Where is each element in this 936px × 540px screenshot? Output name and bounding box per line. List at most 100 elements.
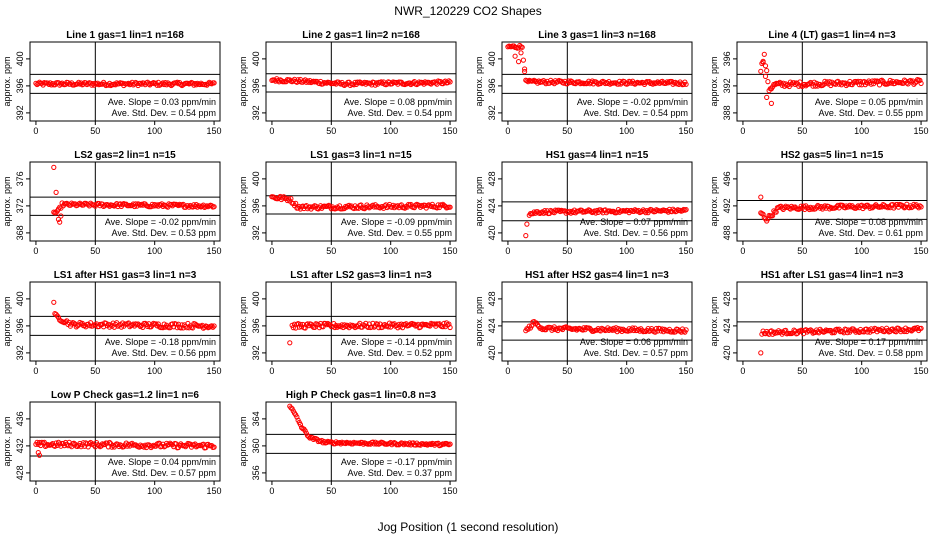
data-point — [58, 213, 64, 219]
panel-title: High P Check gas=1 lin=0.8 n=3 — [286, 390, 437, 401]
x-tick-label: 0 — [740, 246, 745, 256]
panel-12: HS1 after LS1 gas=4 lin=1 n=3 0 50 100 150 42… — [709, 270, 929, 376]
plot-frame — [29, 401, 221, 482]
data-point — [86, 440, 93, 447]
data-points — [269, 193, 453, 212]
data-points — [269, 76, 453, 89]
data-points — [758, 194, 924, 224]
data-point — [831, 330, 838, 336]
data-point — [105, 202, 112, 208]
x-tick-label: 0 — [269, 486, 274, 496]
slope-annotation: Ave. Slope = 0.06 ppm/min — [580, 337, 688, 347]
data-point — [272, 78, 279, 84]
data-point — [434, 205, 440, 211]
x-tick-label: 50 — [562, 126, 572, 136]
data-point — [351, 323, 357, 329]
x-tick-label: 50 — [90, 366, 100, 376]
x-tick-label: 150 — [443, 486, 458, 496]
data-point — [422, 79, 428, 85]
data-point — [35, 80, 41, 87]
data-point — [531, 209, 537, 215]
data-point — [324, 322, 330, 328]
data-point — [422, 202, 428, 208]
data-point — [154, 82, 160, 88]
y-tick-label: 492 — [722, 198, 732, 213]
data-point — [120, 202, 126, 208]
y-tick-label: 428 — [15, 465, 25, 480]
data-point — [516, 59, 522, 65]
data-point — [522, 66, 528, 72]
slope-annotation: Ave. Slope = -0.18 ppm/min — [105, 337, 216, 347]
data-point — [766, 331, 772, 337]
x-tick-label: 50 — [797, 126, 807, 136]
y-tick-label: 436 — [15, 411, 25, 426]
x-tick-label: 150 — [443, 366, 458, 376]
data-point — [296, 324, 302, 330]
data-point — [584, 208, 591, 214]
data-point — [887, 77, 893, 84]
y-axis-label: approx. ppm — [709, 296, 719, 346]
data-point — [855, 78, 861, 85]
data-point — [363, 204, 369, 211]
slope-annotation: Ave. Slope = 0.08 ppm/min — [815, 217, 923, 227]
y-tick-label: 420 — [722, 345, 732, 360]
stddev-annotation: Ave. Std. Dev. = 0.56 ppm — [584, 228, 688, 238]
data-point — [817, 81, 823, 88]
data-point — [48, 82, 55, 88]
stddev-annotation: Ave. Std. Dev. = 0.54 ppm — [348, 108, 452, 118]
data-point — [67, 81, 74, 87]
slope-annotation: Ave. Slope = 0.07 ppm/min — [580, 217, 688, 227]
x-tick-label: 50 — [326, 126, 336, 136]
y-axis-label: approx. ppm — [2, 176, 12, 226]
data-point — [653, 80, 660, 86]
y-tick-label: 396 — [15, 78, 25, 93]
y-tick-label: 428 — [722, 291, 732, 306]
data-point — [863, 326, 870, 332]
data-points — [33, 439, 217, 458]
data-point — [844, 330, 851, 336]
plot-frame — [265, 41, 457, 122]
x-tick-label: 150 — [679, 366, 694, 376]
data-point — [142, 320, 148, 326]
x-tick-label: 100 — [619, 126, 634, 136]
data-point — [397, 324, 403, 330]
data-point — [411, 205, 417, 211]
data-point — [321, 438, 327, 445]
data-point — [137, 323, 143, 330]
data-point — [606, 327, 612, 333]
panel-title: HS1 gas=4 lin=1 n=15 — [546, 150, 649, 161]
data-point — [894, 201, 900, 208]
data-point — [912, 80, 918, 86]
y-tick-label: 396 — [251, 318, 261, 333]
data-point — [139, 81, 145, 87]
slope-annotation: Ave. Slope = -0.17 ppm/min — [341, 457, 452, 467]
x-tick-label: 150 — [914, 366, 929, 376]
data-point — [77, 81, 83, 87]
data-point — [297, 421, 303, 428]
data-point — [428, 441, 434, 448]
x-tick-label: 100 — [383, 246, 398, 256]
y-axis-label: approx. ppm — [238, 416, 248, 466]
stddev-annotation: Ave. Std. Dev. = 0.55 ppm — [348, 228, 452, 238]
data-point — [211, 444, 217, 450]
data-point — [523, 233, 529, 239]
data-point — [209, 81, 215, 87]
data-point — [296, 203, 302, 210]
y-tick-label: 428 — [487, 171, 497, 186]
data-point — [44, 443, 50, 449]
y-tick-label: 396 — [722, 51, 732, 66]
panel-title: LS1 after HS1 gas=3 lin=1 n=3 — [54, 270, 197, 281]
slope-annotation: Ave. Slope = -0.02 ppm/min — [577, 97, 688, 107]
x-tick-label: 0 — [505, 366, 510, 376]
x-tick-label: 0 — [33, 366, 38, 376]
panel-title: HS2 gas=5 lin=1 n=15 — [781, 150, 884, 161]
data-point — [294, 79, 300, 85]
data-point — [293, 200, 299, 206]
data-points — [758, 51, 924, 107]
data-point — [318, 203, 324, 209]
y-tick-label: 396 — [15, 318, 25, 333]
panel-13: Low P Check gas=1.2 lin=1 n=6 0 50 100 150 42… — [2, 390, 222, 496]
y-axis-label: approx. ppm — [238, 296, 248, 346]
x-tick-label: 100 — [854, 246, 869, 256]
